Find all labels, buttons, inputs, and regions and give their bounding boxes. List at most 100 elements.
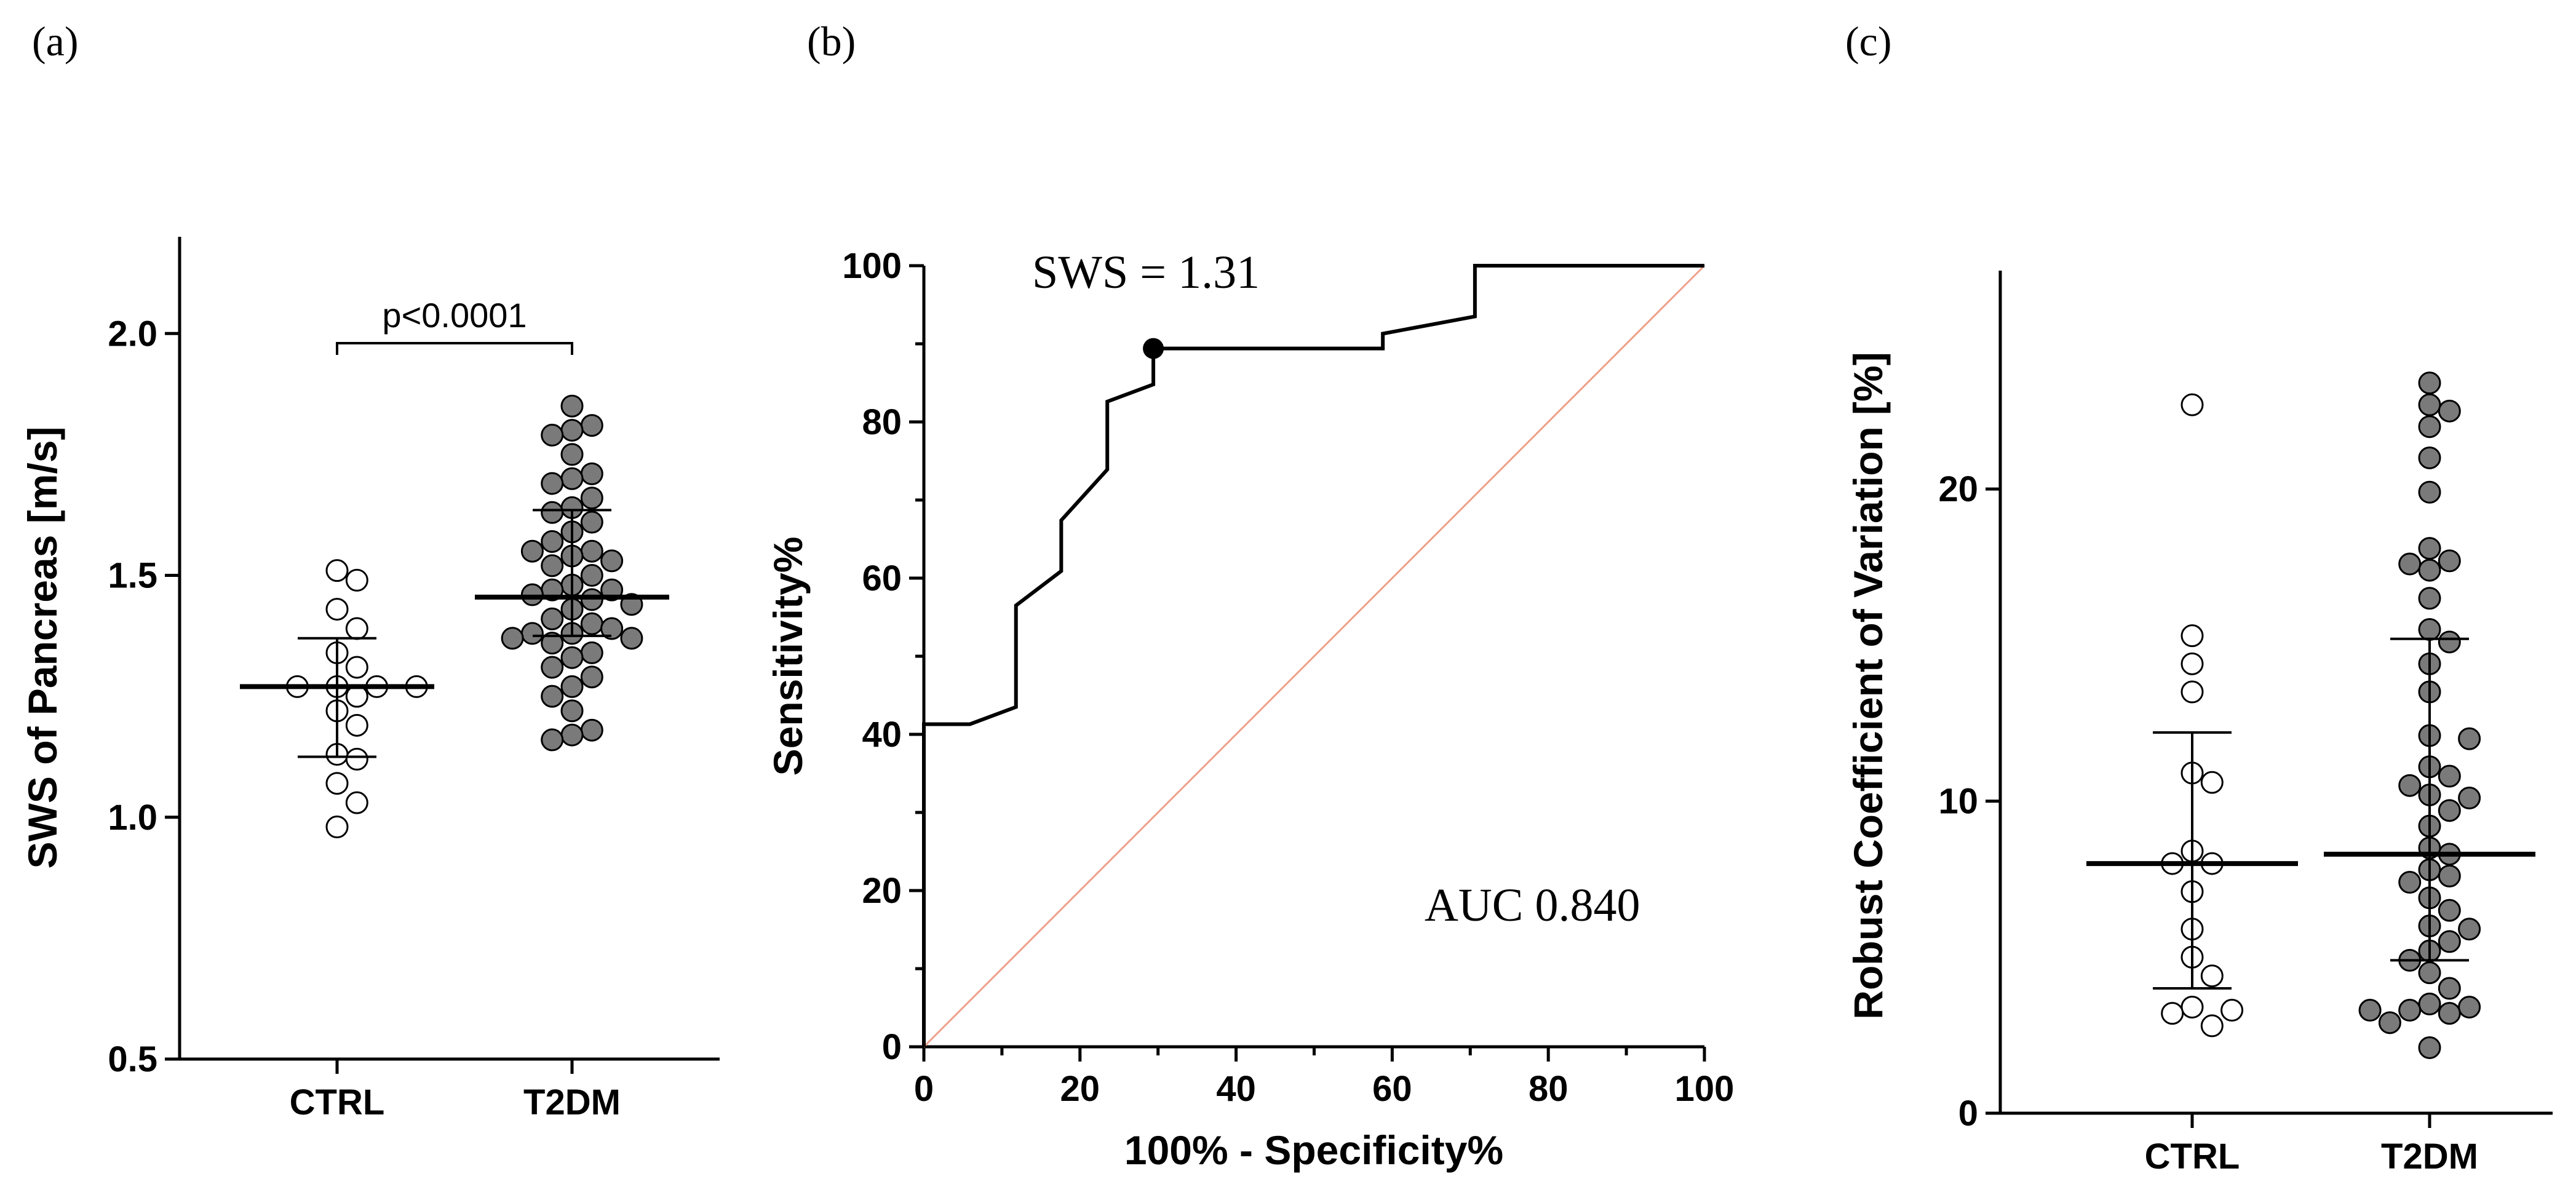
t2dm-data-point — [2418, 618, 2441, 641]
t2dm-data-point — [560, 419, 584, 442]
t2dm-data-point — [2418, 415, 2441, 439]
x-tick-label: 20 — [1060, 1069, 1100, 1109]
x-tick-label: 80 — [1529, 1069, 1568, 1109]
y-tick-label: 100 — [842, 246, 902, 286]
t2dm-data-point — [520, 622, 544, 645]
ctrl-data-point — [345, 656, 368, 679]
t2dm-data-point — [560, 675, 584, 698]
cutoff-point-marker — [1143, 338, 1164, 359]
t2dm-data-point — [2418, 480, 2441, 504]
panel-b-tag: (b) — [807, 18, 856, 65]
t2dm-data-point — [580, 641, 603, 664]
y-tick-label: 60 — [862, 558, 902, 598]
t2dm-data-point — [541, 472, 564, 495]
t2dm-data-point — [2418, 961, 2441, 985]
t2dm-data-point — [541, 530, 564, 553]
y-tick-label: 80 — [862, 402, 902, 442]
x-tick-label: 100 — [1675, 1069, 1735, 1109]
t2dm-data-point — [2458, 727, 2481, 750]
ctrl-data-point — [2220, 999, 2244, 1022]
t2dm-data-point — [2398, 552, 2422, 576]
t2dm-data-point — [580, 462, 603, 485]
t2dm-data-point — [620, 627, 643, 650]
ctrl-data-point — [345, 791, 368, 814]
t2dm-data-point — [2458, 995, 2481, 1018]
t2dm-data-point — [580, 486, 603, 510]
ctrl-data-point — [2180, 680, 2204, 704]
panel-a-chart: 0.5 1.0 1.5 2.0 CTRL T2DM SWS of Pancreas [m… — [20, 237, 720, 1122]
t2dm-data-point — [580, 564, 603, 587]
t2dm-data-point — [2438, 1002, 2461, 1025]
x-tick-label: T2DM — [523, 1082, 621, 1122]
t2dm-data-point — [560, 443, 584, 466]
ctrl-data-point — [2180, 995, 2204, 1018]
p-value-label: p<0.0001 — [382, 296, 527, 335]
ctrl-data-point — [345, 713, 368, 737]
cutoff-label: SWS = 1.31 — [1032, 247, 1260, 298]
y-tick-label: 0 — [1958, 1094, 1978, 1133]
t2dm-data-point — [560, 723, 584, 747]
t2dm-data-point — [580, 612, 603, 635]
t2dm-data-point — [2438, 399, 2461, 423]
t2dm-data-point — [2398, 871, 2422, 894]
x-tick-label: CTRL — [290, 1082, 385, 1122]
t2dm-data-point — [600, 549, 624, 573]
t2dm-data-point — [541, 728, 564, 752]
x-tick-label: 40 — [1216, 1069, 1256, 1109]
ctrl-data-point — [2200, 771, 2224, 794]
x-tick-label: T2DM — [2381, 1137, 2478, 1177]
panel-c-tag: (c) — [1845, 18, 1891, 65]
t2dm-data-point — [2398, 774, 2422, 797]
ctrl-data-point — [345, 568, 368, 592]
t2dm-data-point — [541, 423, 564, 447]
panel-b-chart: 0 20 40 60 80 100 0 20 40 60 80 100 Sensitivity% 1… — [765, 246, 1734, 1173]
y-tick-label: 0.5 — [108, 1039, 157, 1079]
y-tick-label: 20 — [862, 871, 902, 911]
t2dm-data-point — [580, 665, 603, 689]
y-tick-label: 20 — [1938, 469, 1978, 509]
panel-a-y-axis-title: SWS of Pancreas [m/s] — [20, 427, 65, 869]
t2dm-data-point — [2438, 549, 2461, 573]
t2dm-data-point — [2418, 537, 2441, 560]
t2dm-data-point — [560, 467, 584, 490]
t2dm-data-point — [600, 617, 624, 640]
y-tick-label: 0 — [882, 1027, 902, 1067]
ctrl-data-point — [325, 815, 349, 838]
x-tick-label: 0 — [914, 1069, 934, 1109]
t2dm-data-point — [2438, 899, 2461, 922]
ctrl-data-point — [2180, 652, 2204, 675]
t2dm-data-point — [2418, 558, 2441, 582]
t2dm-data-point — [580, 414, 603, 437]
t2dm-data-point — [2458, 918, 2481, 941]
x-tick-label: CTRL — [2145, 1137, 2240, 1177]
panel-c-y-axis-title: Robust Coefficient of Variation [%] — [1845, 352, 1891, 1019]
y-tick-label: 2.0 — [108, 314, 157, 354]
t2dm-data-point — [2438, 864, 2461, 887]
ctrl-data-point — [345, 617, 368, 640]
t2dm-data-point — [2418, 446, 2441, 469]
t2dm-data-point — [560, 394, 584, 418]
t2dm-data-point — [560, 646, 584, 669]
t2dm-data-point — [2358, 999, 2382, 1022]
t2dm-data-point — [2418, 587, 2441, 610]
t2dm-data-point — [2378, 1011, 2401, 1034]
t2dm-data-point — [541, 656, 564, 679]
roc-curve — [922, 264, 1704, 1047]
t2dm-data-point — [541, 632, 564, 655]
t2dm-data-point — [580, 718, 603, 742]
t2dm-data-point — [2398, 999, 2422, 1022]
ctrl-data-point — [325, 598, 349, 621]
y-tick-label: 40 — [862, 715, 902, 755]
panel-c-chart: 0 10 20 CTRL T2DM Robust Coefficient of Var… — [1845, 271, 2553, 1177]
y-tick-label: 10 — [1938, 782, 1978, 822]
t2dm-data-point — [560, 699, 584, 723]
ctrl-data-point — [2180, 624, 2204, 648]
panel-b-x-axis-title: 100% - Specificity% — [1124, 1127, 1503, 1173]
ctrl-data-point — [325, 772, 349, 795]
panel-a-tag: (a) — [32, 18, 78, 65]
significance-bracket — [336, 342, 573, 355]
ctrl-data-point — [2200, 1014, 2224, 1038]
t2dm-data-point — [2458, 787, 2481, 810]
t2dm-data-point — [2438, 930, 2461, 953]
